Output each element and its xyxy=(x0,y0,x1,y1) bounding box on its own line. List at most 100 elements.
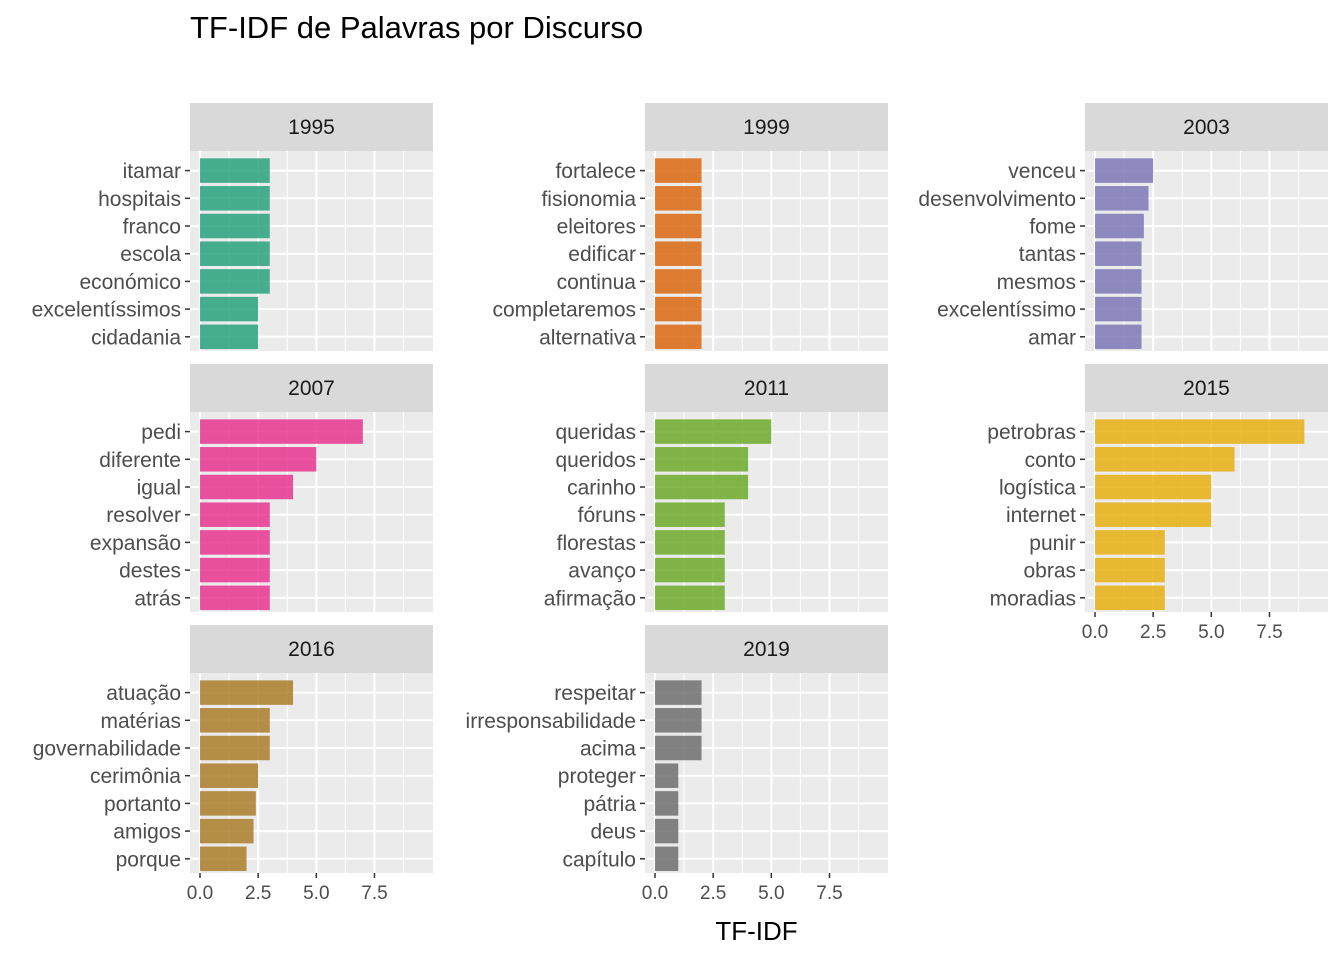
facet-label: 2003 xyxy=(1183,116,1230,139)
x-tick-label: 5.0 xyxy=(1198,622,1224,643)
bar-2019-irresponsabilidade xyxy=(655,708,702,733)
y-tick-label: escola xyxy=(120,243,181,266)
bar-2019-deus xyxy=(655,818,679,844)
bar-1995-itamar xyxy=(200,158,270,183)
x-tick-label: 2.5 xyxy=(700,883,726,904)
y-tick-label: edificar xyxy=(568,243,636,266)
bar-1999-eleitores xyxy=(655,213,702,239)
y-tick-label: mesmos xyxy=(997,271,1076,294)
y-tick-label: portanto xyxy=(104,793,181,816)
facet-strip-1999 xyxy=(645,103,888,151)
y-tick-label: pedi xyxy=(141,421,181,444)
bar-2016-porque xyxy=(200,846,247,872)
bar-2007-resolver xyxy=(200,502,270,527)
y-tick-label: avanço xyxy=(568,560,636,583)
bar-1999-completaremos xyxy=(655,296,702,322)
y-tick-label: igual xyxy=(137,477,181,500)
bar-2007-expansão xyxy=(200,530,270,555)
x-tick-label: 5.0 xyxy=(303,883,329,904)
bar-2007-igual xyxy=(200,474,294,500)
facet-strip-2011 xyxy=(645,364,888,412)
facet-label: 1999 xyxy=(743,116,790,139)
bar-2015-punir xyxy=(1095,530,1165,555)
y-tick-label: atrás xyxy=(134,587,181,610)
y-tick-label: continua xyxy=(557,271,637,294)
y-tick-label: fome xyxy=(1029,216,1076,239)
bar-2016-amigos xyxy=(200,818,254,844)
y-tick-label: eleitores xyxy=(557,216,636,239)
y-tick-label: diferente xyxy=(99,449,181,472)
y-tick-label: petrobras xyxy=(987,421,1076,444)
y-tick-label: logística xyxy=(999,477,1076,500)
bar-2011-florestas xyxy=(655,530,725,555)
facet-strip-2016 xyxy=(190,625,433,673)
bar-2011-queridas xyxy=(655,419,772,444)
y-tick-label: florestas xyxy=(557,532,636,555)
y-tick-label: punir xyxy=(1029,532,1076,555)
facet-strip-1995 xyxy=(190,103,433,151)
bar-2015-internet xyxy=(1095,502,1212,527)
bar-2003-amar xyxy=(1095,324,1142,350)
bar-1999-alternativa xyxy=(655,324,702,350)
facet-strip-2003 xyxy=(1085,103,1328,151)
facet-label: 2015 xyxy=(1183,377,1230,400)
bar-1995-escola xyxy=(200,241,270,266)
y-tick-label: queridas xyxy=(555,421,636,444)
y-tick-label: acima xyxy=(580,738,636,761)
bar-2015-petrobras xyxy=(1095,419,1305,444)
bar-2011-carinho xyxy=(655,474,749,500)
bar-2019-respeitar xyxy=(655,680,702,705)
bar-2019-capítulo xyxy=(655,846,679,872)
y-tick-label: económico xyxy=(79,271,181,294)
bar-2016-matérias xyxy=(200,708,270,733)
y-tick-label: tantas xyxy=(1019,243,1076,266)
y-tick-label: moradias xyxy=(990,587,1076,610)
bar-2007-diferente xyxy=(200,447,317,472)
y-tick-label: completaremos xyxy=(492,299,636,322)
bar-2019-acima xyxy=(655,735,702,761)
bar-2016-portanto xyxy=(200,791,256,816)
x-tick-label: 2.5 xyxy=(245,883,271,904)
y-tick-label: proteger xyxy=(558,765,636,788)
bar-2016-atuação xyxy=(200,680,294,705)
bar-2007-destes xyxy=(200,557,270,583)
facet-panel-2016: 2016 atuação matérias governabilidade cerimô… xyxy=(33,625,433,904)
y-tick-label: capítulo xyxy=(562,848,636,871)
y-tick-label: itamar xyxy=(123,160,181,183)
bar-2015-obras xyxy=(1095,557,1165,583)
y-tick-label: governabilidade xyxy=(33,738,181,761)
facet-strip-2007 xyxy=(190,364,433,412)
bar-1995-hospitais xyxy=(200,186,270,211)
x-tick-label: 7.5 xyxy=(1256,622,1282,643)
y-tick-label: alternativa xyxy=(539,326,636,349)
bar-2003-excelentíssimo xyxy=(1095,296,1142,322)
bar-2011-avanço xyxy=(655,557,725,583)
facet-panel-1995: 1995 itamar hospitais franco escola económico… xyxy=(32,103,433,351)
y-tick-label: fortalece xyxy=(555,160,636,183)
bar-2003-venceu xyxy=(1095,158,1154,183)
y-tick-label: carinho xyxy=(567,477,636,500)
y-tick-label: afirmação xyxy=(544,587,636,610)
y-tick-label: cerimônia xyxy=(90,765,181,788)
y-tick-label: excelentíssimo xyxy=(937,299,1076,322)
y-tick-label: amar xyxy=(1028,326,1076,349)
y-tick-label: excelentíssimos xyxy=(32,299,181,322)
bar-1995-cidadania xyxy=(200,324,259,350)
bar-2011-queridos xyxy=(655,447,749,472)
bar-2015-moradias xyxy=(1095,585,1165,611)
y-tick-label: queridos xyxy=(555,449,636,472)
bar-2003-desenvolvimento xyxy=(1095,186,1149,211)
facet-label: 1995 xyxy=(288,116,335,139)
facet-strip-2019 xyxy=(645,625,888,673)
y-tick-label: matérias xyxy=(100,710,181,733)
facet-panel-2007: 2007 pedi diferente igual resolver expansão de… xyxy=(90,364,433,612)
y-tick-label: obras xyxy=(1023,560,1076,583)
y-tick-label: fóruns xyxy=(578,504,636,527)
bar-2003-tantas xyxy=(1095,241,1142,266)
y-tick-label: cidadania xyxy=(91,326,181,349)
facet-label: 2007 xyxy=(288,377,335,400)
bar-2016-cerimônia xyxy=(200,763,259,788)
x-tick-label: 0.0 xyxy=(187,883,213,904)
bar-2003-mesmos xyxy=(1095,269,1142,294)
x-tick-label: 2.5 xyxy=(1140,622,1166,643)
